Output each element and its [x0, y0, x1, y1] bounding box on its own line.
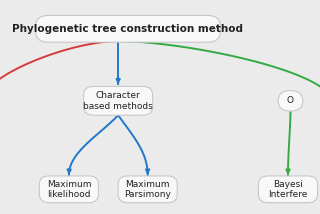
Text: O: O — [287, 96, 294, 105]
Text: Character
based methods: Character based methods — [83, 91, 153, 110]
FancyBboxPatch shape — [118, 176, 177, 203]
Text: Maximum
likelihood: Maximum likelihood — [47, 180, 91, 199]
Text: Bayesi
Interfere: Bayesi Interfere — [268, 180, 308, 199]
FancyBboxPatch shape — [259, 176, 317, 203]
FancyBboxPatch shape — [39, 176, 99, 203]
Text: Maximum
Parsimony: Maximum Parsimony — [124, 180, 171, 199]
FancyBboxPatch shape — [278, 91, 303, 111]
FancyBboxPatch shape — [84, 86, 153, 115]
FancyBboxPatch shape — [36, 15, 220, 42]
Text: Phylogenetic tree construction method: Phylogenetic tree construction method — [12, 24, 244, 34]
